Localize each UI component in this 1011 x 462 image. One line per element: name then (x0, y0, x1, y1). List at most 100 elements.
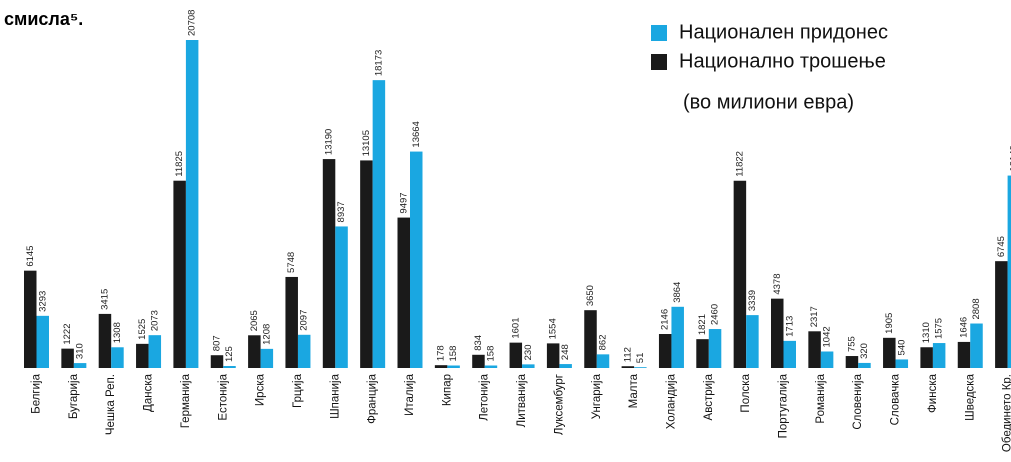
x-tick-label: Обединето Кр. (1002, 374, 1011, 452)
value-label: 12149 (1008, 145, 1011, 171)
value-label: 248 (560, 344, 571, 360)
value-label: 2808 (971, 298, 982, 319)
value-label: 2317 (809, 306, 820, 327)
bar (920, 347, 933, 368)
bar (957, 341, 971, 368)
value-label: 1646 (959, 317, 970, 338)
bar (111, 347, 124, 368)
value-label: 834 (473, 335, 484, 351)
bar (410, 151, 423, 368)
bar (434, 365, 448, 368)
bar (185, 40, 199, 368)
bar (671, 306, 684, 368)
bar (136, 343, 149, 368)
legend-label: Национално трошење (679, 50, 886, 72)
value-label: 3864 (672, 282, 683, 303)
value-label: 2073 (149, 310, 160, 331)
bar (621, 366, 635, 368)
value-label: 230 (523, 344, 534, 360)
x-tick-label: Шпанија (329, 373, 341, 418)
bar (248, 335, 261, 368)
bar (596, 354, 610, 368)
x-tick-label: Бугарија (68, 373, 80, 419)
value-label: 11825 (174, 151, 185, 177)
x-tick-label: Малта (628, 373, 640, 408)
bar (808, 331, 821, 368)
x-tick-label: Луксембург (553, 374, 565, 435)
bar (285, 276, 298, 368)
bar (360, 160, 373, 368)
x-tick-label: Финска (927, 373, 939, 413)
value-label: 1905 (884, 313, 895, 334)
value-label: 2146 (660, 309, 671, 330)
bar (260, 348, 274, 368)
bar (447, 365, 460, 368)
value-label: 3650 (585, 285, 596, 306)
value-label: 540 (896, 340, 907, 356)
bar (708, 329, 722, 368)
value-label: 8937 (336, 201, 347, 222)
value-label: 1310 (921, 322, 932, 343)
bar (658, 334, 672, 368)
bar (820, 351, 834, 368)
value-label: 18173 (373, 50, 384, 76)
bar (223, 366, 236, 368)
bar (883, 337, 896, 368)
value-label: 2065 (249, 310, 260, 331)
bar (335, 226, 348, 368)
x-tick-label: Романија (815, 373, 827, 423)
x-tick-label: Германија (180, 373, 192, 428)
value-label: 2097 (299, 310, 310, 331)
bar (995, 261, 1008, 368)
value-label: 1208 (261, 324, 272, 345)
bar (559, 364, 572, 368)
value-label: 178 (436, 345, 447, 361)
bar (733, 180, 747, 368)
value-label: 1575 (934, 318, 945, 339)
x-tick-label: Данска (143, 373, 155, 412)
value-label: 807 (212, 335, 223, 351)
value-label: 1713 (784, 316, 795, 337)
x-tick-label: Грција (292, 373, 304, 408)
legend-swatch (651, 25, 667, 41)
bar (148, 335, 162, 368)
x-tick-label: Литванија (516, 373, 528, 427)
x-tick-label: Кипар (441, 374, 453, 406)
x-tick-label: Полска (740, 373, 752, 412)
x-tick-label: Холандија (665, 373, 677, 429)
legend-label: Национален придонес (679, 21, 888, 43)
value-label: 320 (859, 343, 870, 359)
bar (783, 340, 796, 368)
bar (584, 310, 597, 368)
value-label: 13190 (324, 129, 335, 155)
value-label: 51 (635, 353, 646, 364)
bar (1007, 175, 1011, 368)
value-label: 1554 (548, 318, 559, 339)
bar (522, 364, 535, 368)
bar (895, 359, 909, 368)
x-tick-label: Унгарија (591, 373, 603, 419)
bar (858, 362, 871, 368)
value-label: 1222 (62, 324, 73, 345)
value-label: 20708 (187, 10, 198, 36)
bar (173, 180, 186, 368)
value-label: 9497 (398, 192, 409, 213)
bar (297, 334, 311, 368)
value-label: 862 (598, 334, 609, 350)
bar (484, 365, 498, 368)
legend-swatch (651, 54, 667, 70)
x-tick-label: Словачка (890, 373, 902, 425)
x-tick-label: Летонија (479, 373, 491, 420)
value-label: 3293 (37, 291, 48, 312)
value-label: 3415 (99, 289, 110, 310)
bar (546, 343, 560, 368)
bar (932, 343, 946, 368)
value-label: 13105 (361, 130, 372, 156)
value-label: 158 (485, 346, 496, 362)
value-label: 1821 (697, 314, 708, 335)
value-label: 1525 (137, 319, 148, 340)
x-tick-label: Италија (404, 373, 416, 415)
x-tick-label: Чешка Реп. (105, 374, 117, 435)
bar (61, 348, 74, 368)
x-tick-label: Словенија (852, 373, 864, 429)
